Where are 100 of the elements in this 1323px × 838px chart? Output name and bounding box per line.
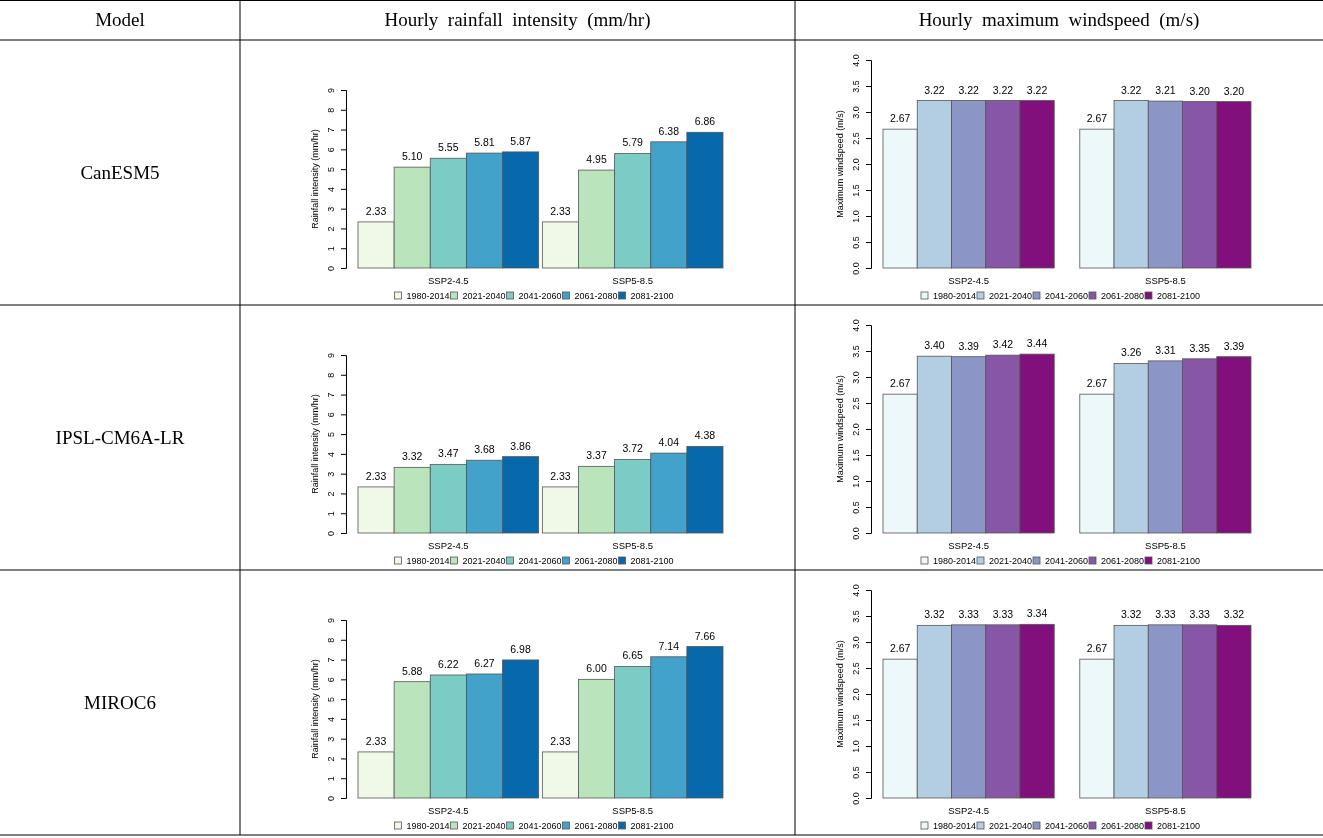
x-tick-label: SSP5-8.5	[612, 540, 654, 551]
data-label: 3.68	[474, 443, 495, 456]
data-label: 3.86	[510, 439, 531, 452]
y-tick-label: 8	[326, 107, 336, 113]
legend-label: 2021-2040	[462, 556, 506, 566]
y-tick-label: 3	[326, 736, 336, 742]
data-label: 3.32	[924, 608, 945, 621]
data-label: 3.22	[924, 83, 945, 96]
data-label: 3.44	[1026, 337, 1048, 350]
y-tick-label: 1	[326, 776, 336, 782]
data-label: 3.33	[1155, 607, 1176, 620]
legend-label: 2021-2040	[462, 821, 506, 831]
legend-label: 2021-2040	[989, 821, 1033, 831]
y-tick-label: 0.5	[851, 501, 861, 514]
y-tick-label: 5	[326, 167, 336, 173]
legend-label: 2061-2080	[574, 821, 618, 831]
y-tick-label: 7	[326, 657, 336, 663]
y-tick-label: 3.0	[851, 106, 861, 119]
y-tick-label: 1.5	[851, 714, 861, 727]
y-tick-label: 0.5	[851, 766, 861, 779]
legend-label: 2021-2040	[462, 291, 506, 301]
data-label: 2.33	[550, 469, 571, 482]
y-tick-label: 9	[326, 352, 336, 359]
y-tick-label: 2.0	[851, 158, 861, 171]
data-label: 3.72	[622, 442, 644, 455]
text: IPSL-CM6A-LR	[54, 425, 186, 450]
x-tick-label: SSP5-8.5	[612, 805, 654, 816]
y-tick-label: 7	[326, 392, 336, 398]
y-tick-label: 0.5	[851, 236, 861, 249]
data-label: 5.10	[401, 150, 423, 163]
legend-label: 2041-2060	[1045, 556, 1089, 566]
data-label: 7.66	[694, 629, 716, 642]
y-axis-title: Rainfall intensity (mm/hr)	[310, 659, 320, 759]
data-label: 3.22	[958, 83, 979, 96]
legend-label: 2041-2060	[518, 556, 562, 566]
y-tick-label: 0.0	[851, 262, 861, 275]
y-tick-label: 4	[326, 451, 336, 457]
y-tick-label: 4.0	[851, 584, 861, 597]
y-tick-label: 0	[326, 795, 336, 802]
data-label: 3.21	[1155, 84, 1176, 97]
data-label: 2.67	[1086, 112, 1108, 125]
y-tick-label: 3.0	[851, 371, 861, 384]
text: Model	[94, 8, 146, 32]
y-tick-label: 2.0	[851, 688, 861, 701]
y-tick-label: 0.0	[851, 527, 861, 540]
data-label: 5.87	[510, 134, 531, 147]
y-tick-label: 6	[326, 677, 336, 683]
y-tick-label: 6	[326, 147, 336, 153]
y-tick-label: 3.5	[851, 610, 861, 623]
data-label: 3.33	[958, 607, 979, 620]
data-label: 3.22	[1026, 83, 1048, 96]
data-label: 6.65	[622, 649, 644, 662]
data-label: 5.81	[474, 136, 495, 149]
data-label: 3.39	[958, 339, 979, 352]
y-tick-label: 1	[326, 246, 336, 252]
data-label: 2.67	[889, 377, 911, 390]
data-label: 2.67	[1086, 642, 1108, 655]
data-label: 3.32	[401, 450, 423, 463]
data-label: 3.47	[438, 447, 459, 460]
x-tick-label: SSP5-8.5	[1145, 275, 1186, 286]
y-tick-label: 8	[326, 637, 336, 643]
legend-label: 1980-2014	[406, 821, 450, 831]
data-label: 3.34	[1026, 607, 1048, 620]
y-tick-label: 3	[326, 206, 336, 212]
legend-label: 2041-2060	[1045, 821, 1089, 831]
data-label: 6.38	[658, 124, 680, 137]
y-tick-label: 0	[326, 265, 336, 272]
data-label: 5.79	[622, 136, 644, 149]
y-tick-label: 1.5	[851, 184, 861, 197]
x-tick-label: SSP2-4.5	[427, 540, 469, 551]
data-label: 3.20	[1189, 84, 1211, 97]
y-tick-label: 0	[326, 530, 336, 537]
data-label: 5.88	[401, 664, 423, 677]
y-axis-title: Maximum windspeed (m/s)	[835, 375, 845, 483]
data-label: 2.33	[550, 734, 571, 747]
legend-label: 2021-2040	[989, 556, 1033, 566]
data-label: 6.22	[438, 657, 459, 670]
y-tick-label: 9	[326, 617, 336, 624]
y-tick-label: 3	[326, 471, 336, 477]
legend-label: 2021-2040	[989, 291, 1033, 301]
data-label: 3.20	[1223, 84, 1245, 97]
y-tick-label: 1.0	[851, 475, 861, 488]
data-label: 3.33	[992, 607, 1014, 620]
data-label: 3.39	[1223, 339, 1245, 352]
legend-label: 2061-2080	[574, 291, 618, 301]
y-tick-label: 1	[326, 511, 336, 517]
y-tick-label: 1.0	[851, 210, 861, 223]
data-label: 3.42	[992, 338, 1014, 351]
data-label: 2.33	[365, 204, 387, 217]
text: CanESM5	[79, 160, 161, 185]
y-tick-label: 5	[326, 697, 336, 703]
y-tick-label: 2.0	[851, 423, 861, 436]
data-label: 3.26	[1120, 346, 1142, 359]
data-label: 3.33	[1189, 607, 1211, 620]
y-tick-label: 1.5	[851, 449, 861, 462]
legend-label: 2041-2060	[518, 291, 562, 301]
data-label: 3.40	[924, 339, 945, 352]
y-tick-label: 2.5	[851, 397, 861, 410]
x-tick-label: SSP5-8.5	[1145, 805, 1186, 816]
legend-label: 1980-2014	[933, 291, 977, 301]
